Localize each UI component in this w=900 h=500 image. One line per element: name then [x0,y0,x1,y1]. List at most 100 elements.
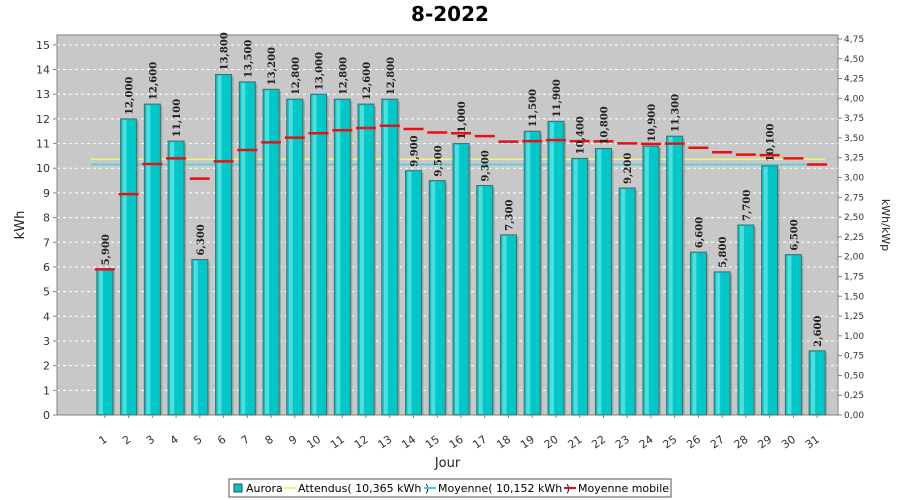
bar-highlight [336,100,341,414]
bar-value-label: 13,800 [220,32,231,70]
bar-value-label: 10,900 [647,104,658,142]
y2-tick-label: 0,00 [844,411,864,421]
y2-axis-label: kWh/kWp [879,199,892,251]
bar-highlight [716,272,721,414]
bar-highlight [573,159,578,414]
y2-tick-label: 2,75 [844,193,864,203]
y-tick-label: 10 [36,162,50,175]
bar-highlight [668,137,673,415]
y2-tick-label: 3,75 [844,114,864,124]
legend-item-label: Moyenne( 10,152 kWh ) [438,482,570,495]
x-tick-label: 25 [660,433,679,452]
bar-value-label: 12,800 [291,57,302,95]
bar-highlight [549,122,554,414]
x-tick-label: 8 [263,433,276,448]
right-axis: 0,00 0,25 0,50 0,75 1,00 1,25 1,50 1,75 2,00 2,25… [838,35,864,421]
y2-tick-label: 1,00 [844,332,864,342]
x-tick-label: 31 [803,433,822,452]
bar-highlight [193,260,198,414]
y-tick-label: 11 [36,138,50,151]
y-tick-label: 13 [36,88,50,101]
x-tick-label: 18 [494,433,513,452]
bar-value-label: 13,500 [243,40,254,78]
y2-tick-label: 3,25 [844,154,864,164]
bar-highlight [360,105,365,414]
legend-item-label: Aurora [246,482,283,495]
bar-highlight [692,253,697,414]
bar-value-label: 10,100 [766,123,777,161]
bars [96,73,828,416]
x-tick-label: 5 [191,433,204,448]
bar-value-label: 11,000 [457,101,468,139]
bar-highlight [455,144,459,415]
x-axis: 1 2 3 4 5 6 7 8 9 10 11 12 13 14 15 16 17 18 19 20 21 22 23 24 2… [96,415,822,452]
y-tick-label: 3 [43,335,50,348]
bar-highlight [98,270,103,414]
bar-highlight [217,75,222,414]
bar-highlight [787,255,792,414]
y2-tick-label: 4,50 [844,55,864,65]
bar-value-label: 11,100 [172,99,183,137]
x-tick-label: 22 [589,433,608,452]
y2-tick-label: 2,50 [844,213,864,223]
x-tick-label: 23 [613,433,632,452]
bar-highlight [122,119,127,414]
bar-value-label: 5,800 [718,237,729,268]
bar-value-label: 12,600 [362,62,373,100]
x-tick-label: 4 [168,433,181,448]
bar-highlight [597,149,602,414]
x-tick-label: 30 [779,433,798,452]
x-tick-label: 11 [328,433,347,452]
bar-highlight [265,90,270,415]
x-tick-label: 12 [352,433,371,452]
legend-box [228,478,672,498]
x-tick-label: 2 [120,433,133,448]
x-tick-label: 15 [423,433,442,452]
y-tick-label: 12 [36,113,50,126]
bar-value-label: 13,200 [267,47,278,85]
bar-value-label: 13,000 [315,52,326,90]
bar-value-label: 11,500 [528,89,539,127]
bar-value-label: 5,900 [101,234,112,265]
chart-title: 8-2022 [411,2,489,26]
y2-tick-label: 2,25 [844,233,864,243]
bar-value-label: 12,800 [386,57,397,95]
y-axis-label: kWh [13,211,28,240]
x-tick-label: 13 [376,433,395,452]
legend-swatch [233,483,243,493]
x-tick-label: 29 [755,433,774,452]
y-tick-label: 0 [43,409,50,422]
y-tick-label: 4 [43,310,50,323]
bar-value-label: 6,600 [694,217,705,248]
y-tick-label: 9 [43,187,50,200]
bar-value-label: 9,300 [481,150,492,181]
bar-value-label: 9,500 [433,145,444,176]
bar-value-label: 11,900 [552,79,563,117]
x-tick-label: 20 [542,433,561,452]
x-tick-label: 3 [144,433,157,448]
y2-tick-label: 0,75 [844,352,864,362]
x-tick-label: 17 [471,433,490,452]
y2-tick-label: 0,50 [844,371,864,381]
x-tick-label: 6 [215,433,228,448]
x-tick-label: 24 [637,433,656,452]
bar-value-label: 12,600 [148,62,159,100]
bar-highlight [644,147,649,415]
moving-average-markers [94,124,828,271]
x-tick-label: 9 [286,433,299,448]
bar-highlight [478,186,483,414]
x-tick-label: 26 [684,433,703,452]
bar-value-label: 12,000 [125,77,136,115]
bar-highlight [170,142,175,415]
bar-highlight [407,171,412,414]
bar-highlight [526,132,531,414]
y-tick-label: 1 [43,384,50,397]
bar-value-label: 11,300 [671,94,682,132]
y2-tick-label: 0,25 [844,391,864,401]
bar-highlight [241,82,246,414]
bar-value-label: 9,900 [410,135,421,166]
x-tick-label: 7 [239,433,252,448]
x-tick-label: 10 [304,433,323,452]
legend: Aurora Attendus( 10,365 kWh ) Moyenne( 10,… [228,478,672,498]
